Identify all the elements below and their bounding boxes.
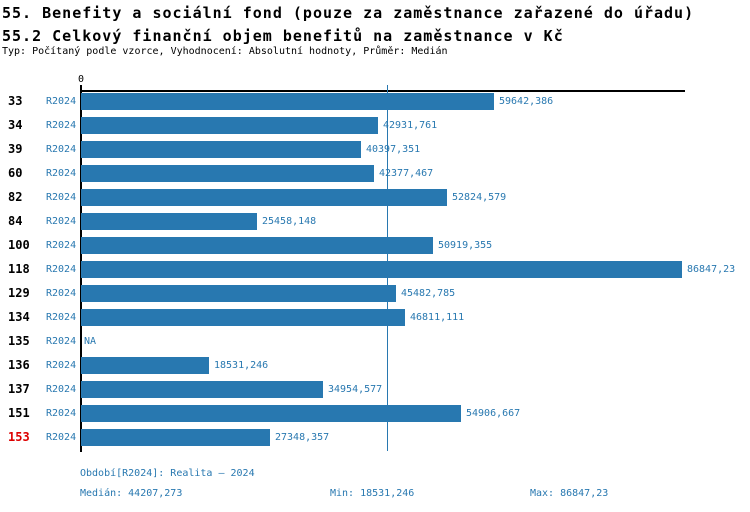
series-period-label: R2024 (46, 408, 77, 419)
category-label: 118 (8, 262, 30, 276)
category-label: 60 (8, 166, 23, 180)
series-period-label: R2024 (46, 168, 77, 179)
na-value-label: NA (84, 336, 97, 347)
indicator-subtitle: 55.2 Celkový finanční objem benefitů na … (2, 27, 564, 45)
bar (81, 93, 494, 110)
bar-value-label: 54906,667 (466, 408, 521, 419)
bar (81, 285, 396, 302)
series-period-label: R2024 (46, 240, 77, 251)
series-period-label: R2024 (46, 216, 77, 227)
bar-value-label: 42377,467 (379, 168, 434, 179)
series-period-label: R2024 (46, 384, 77, 395)
bar (81, 429, 270, 446)
category-label: 136 (8, 358, 30, 372)
bar (81, 261, 682, 278)
category-label: 33 (8, 94, 23, 108)
footer-min-stat: Min: 18531,246 (330, 488, 415, 499)
category-label: 135 (8, 334, 30, 348)
series-period-label: R2024 (46, 120, 77, 131)
page-title: 55. Benefity a sociální fond (pouze za z… (2, 4, 695, 22)
bar (81, 117, 378, 134)
series-period-label: R2024 (46, 360, 77, 371)
series-period-label: R2024 (46, 264, 77, 275)
category-label: 151 (8, 406, 30, 420)
bar-value-label: 45482,785 (401, 288, 456, 299)
x-axis-line (80, 90, 685, 92)
bar-value-label: 42931,761 (383, 120, 438, 131)
bar-value-label: 40397,351 (366, 144, 421, 155)
category-label: 137 (8, 382, 30, 396)
category-label: 82 (8, 190, 23, 204)
x-axis-zero-tick (80, 85, 82, 90)
series-period-label: R2024 (46, 192, 77, 203)
bar-value-label: 52824,579 (452, 192, 507, 203)
bar (81, 405, 461, 422)
bar (81, 237, 433, 254)
bar-value-label: 59642,386 (499, 96, 554, 107)
bar-value-label: 27348,357 (275, 432, 330, 443)
bar (81, 165, 374, 182)
category-label: 129 (8, 286, 30, 300)
category-label: 84 (8, 214, 23, 228)
footer-period-label: Období[R2024]: Realita – 2024 (80, 468, 255, 479)
footer-median-stat: Medián: 44207,273 (80, 488, 183, 499)
bar-value-label: 34954,577 (328, 384, 383, 395)
bar-value-label: 86847,23 (687, 264, 736, 275)
bar-value-label: 46811,111 (410, 312, 465, 323)
series-period-label: R2024 (46, 144, 77, 155)
series-period-label: R2024 (46, 336, 77, 347)
category-label: 100 (8, 238, 30, 252)
series-period-label: R2024 (46, 96, 77, 107)
bar-value-label: 25458,148 (262, 216, 317, 227)
category-label: 134 (8, 310, 30, 324)
series-period-label: R2024 (46, 312, 77, 323)
bar (81, 357, 209, 374)
bar (81, 309, 405, 326)
series-period-label: R2024 (46, 432, 77, 443)
category-label: 39 (8, 142, 23, 156)
category-label: 153 (8, 430, 30, 444)
bar (81, 381, 323, 398)
bar-value-label: 50919,355 (438, 240, 493, 251)
bar (81, 141, 361, 158)
series-period-label: R2024 (46, 288, 77, 299)
bar (81, 213, 257, 230)
category-label: 34 (8, 118, 23, 132)
footer-max-stat: Max: 86847,23 (530, 488, 609, 499)
x-axis-zero-tick-label: 0 (77, 74, 85, 85)
bar (81, 189, 447, 206)
bar-value-label: 18531,246 (214, 360, 269, 371)
chart-meta-line: Typ: Počítaný podle vzorce, Vyhodnocení:… (2, 46, 448, 57)
